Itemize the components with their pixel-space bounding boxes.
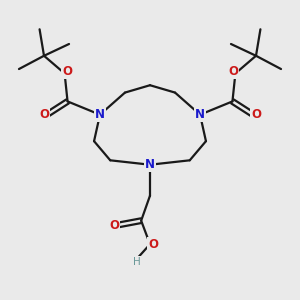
Text: O: O — [109, 219, 119, 232]
Text: O: O — [251, 108, 261, 121]
Text: N: N — [95, 108, 105, 121]
Text: N: N — [145, 158, 155, 171]
Text: H: H — [133, 257, 141, 267]
Text: N: N — [195, 108, 205, 121]
Text: O: O — [148, 238, 158, 251]
Text: O: O — [228, 65, 238, 79]
Text: O: O — [39, 108, 49, 121]
Text: O: O — [62, 65, 72, 79]
